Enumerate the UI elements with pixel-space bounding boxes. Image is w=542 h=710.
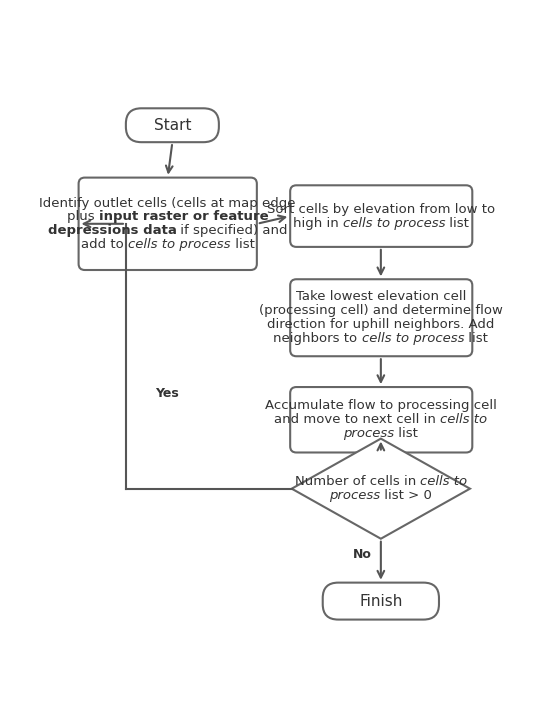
Text: cells to process: cells to process [343,217,445,229]
Text: neighbors to: neighbors to [274,332,362,345]
Text: Start: Start [153,118,191,133]
Text: Finish: Finish [359,594,403,608]
Text: (processing cell) and determine flow: (processing cell) and determine flow [259,305,503,317]
Text: process: process [343,427,395,439]
Text: list: list [445,217,469,229]
Text: list: list [230,238,254,251]
FancyBboxPatch shape [290,279,472,356]
Text: input raster or feature: input raster or feature [99,210,268,224]
Text: if specified) and: if specified) and [176,224,288,237]
FancyBboxPatch shape [290,387,472,452]
Text: list > 0: list > 0 [380,489,433,502]
Text: cells to process: cells to process [128,238,230,251]
Text: Yes: Yes [155,387,179,400]
FancyBboxPatch shape [126,109,219,142]
Text: Accumulate flow to processing cell: Accumulate flow to processing cell [265,399,497,412]
Text: Number of cells in: Number of cells in [294,475,420,488]
Text: Sort cells by elevation from low to: Sort cells by elevation from low to [267,202,495,216]
Text: cells to process: cells to process [362,332,464,345]
FancyBboxPatch shape [290,185,472,247]
Text: direction for uphill neighbors. Add: direction for uphill neighbors. Add [267,318,494,331]
Text: process: process [330,489,380,502]
Text: depressions data: depressions data [48,224,176,237]
Text: cells to: cells to [420,475,467,488]
Text: list: list [395,427,418,439]
Text: list: list [464,332,488,345]
Text: and move to next cell in: and move to next cell in [274,413,440,426]
Text: cells to: cells to [440,413,487,426]
FancyBboxPatch shape [322,583,439,620]
Text: add to: add to [81,238,128,251]
Text: No: No [353,548,372,562]
Text: Take lowest elevation cell: Take lowest elevation cell [296,290,466,303]
Text: plus: plus [67,210,99,224]
Text: Identify outlet cells (cells at map edge: Identify outlet cells (cells at map edge [40,197,296,209]
FancyBboxPatch shape [79,178,257,270]
Text: high in: high in [293,217,343,229]
Polygon shape [292,439,470,539]
